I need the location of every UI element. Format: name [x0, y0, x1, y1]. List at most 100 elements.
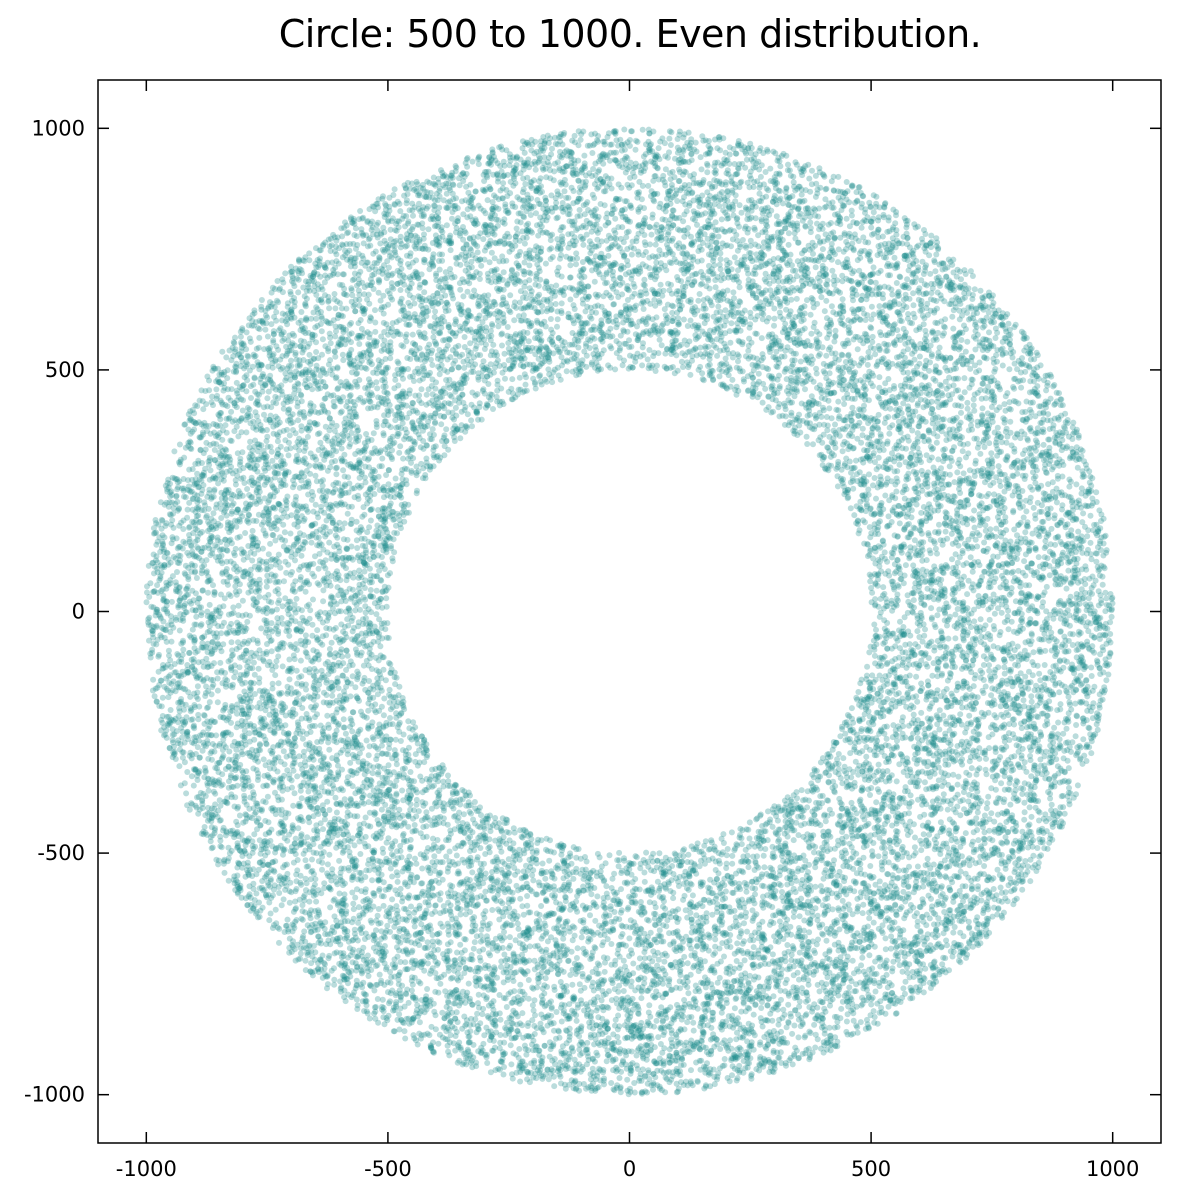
scatter-point — [339, 646, 345, 652]
scatter-point — [684, 984, 690, 990]
scatter-point — [1088, 750, 1094, 756]
scatter-point — [457, 435, 463, 441]
scatter-point — [282, 270, 288, 276]
scatter-point — [881, 355, 887, 361]
scatter-point — [469, 402, 475, 408]
scatter-point — [956, 774, 962, 780]
scatter-point — [785, 162, 791, 168]
scatter-point — [380, 430, 386, 436]
scatter-point — [524, 893, 530, 899]
scatter-point — [309, 857, 315, 863]
scatter-point — [992, 611, 998, 617]
scatter-point — [669, 291, 675, 297]
scatter-point — [473, 346, 479, 352]
scatter-point — [409, 872, 415, 878]
scatter-point — [950, 541, 956, 547]
scatter-point — [381, 712, 387, 718]
scatter-point — [316, 447, 322, 453]
scatter-point — [559, 300, 565, 306]
scatter-point — [517, 896, 523, 902]
scatter-point — [928, 444, 934, 450]
scatter-point — [1042, 662, 1048, 668]
scatter-point — [447, 849, 453, 855]
scatter-point — [567, 297, 573, 303]
scatter-points — [144, 127, 1116, 1098]
scatter-point — [859, 225, 865, 231]
scatter-point — [933, 252, 939, 258]
scatter-point — [557, 256, 563, 262]
scatter-point — [832, 422, 838, 428]
scatter-point — [457, 287, 463, 293]
scatter-point — [870, 334, 876, 340]
scatter-point — [862, 823, 868, 829]
scatter-point — [797, 913, 803, 919]
scatter-point — [984, 800, 990, 806]
scatter-point — [543, 261, 549, 267]
scatter-point — [211, 510, 217, 516]
scatter-point — [708, 1025, 714, 1031]
scatter-point — [871, 209, 877, 215]
scatter-point — [230, 604, 236, 610]
scatter-point — [932, 268, 938, 274]
scatter-point — [698, 1058, 704, 1064]
scatter-point — [943, 529, 949, 535]
scatter-point — [287, 432, 293, 438]
scatter-point — [827, 345, 833, 351]
scatter-point — [451, 806, 457, 812]
scatter-point — [877, 518, 883, 524]
scatter-point — [274, 607, 280, 613]
scatter-point — [274, 658, 280, 664]
scatter-point — [956, 426, 962, 432]
scatter-point — [303, 445, 309, 451]
scatter-point — [190, 627, 196, 633]
scatter-point — [204, 557, 210, 563]
scatter-point — [395, 879, 401, 885]
scatter-point — [972, 461, 978, 467]
scatter-point — [717, 1046, 723, 1052]
scatter-point — [802, 386, 808, 392]
scatter-point — [269, 449, 275, 455]
scatter-point — [811, 849, 817, 855]
scatter-point — [936, 522, 942, 528]
scatter-point — [699, 166, 705, 172]
scatter-point — [1102, 608, 1108, 614]
scatter-point — [240, 598, 246, 604]
scatter-point — [575, 345, 581, 351]
scatter-point — [729, 853, 735, 859]
scatter-point — [867, 354, 873, 360]
scatter-point — [211, 789, 217, 795]
scatter-point — [732, 1005, 738, 1011]
scatter-point — [223, 354, 229, 360]
scatter-point — [747, 836, 753, 842]
scatter-point — [844, 179, 850, 185]
scatter-point — [835, 259, 841, 265]
scatter-point — [924, 452, 930, 458]
scatter-point — [1040, 599, 1046, 605]
scatter-point — [392, 186, 398, 192]
scatter-point — [426, 226, 432, 232]
scatter-point — [777, 163, 783, 169]
scatter-point — [1028, 857, 1034, 863]
scatter-point — [883, 946, 889, 952]
scatter-point — [737, 284, 743, 290]
scatter-point — [331, 982, 337, 988]
scatter-point — [996, 463, 1002, 469]
scatter-point — [639, 196, 645, 202]
scatter-point — [616, 850, 622, 856]
scatter-point — [542, 876, 548, 882]
scatter-point — [873, 989, 879, 995]
scatter-point — [320, 483, 326, 489]
scatter-point — [1058, 701, 1064, 707]
scatter-point — [276, 890, 282, 896]
scatter-point — [192, 622, 198, 628]
scatter-point — [659, 342, 665, 348]
scatter-point — [986, 329, 992, 335]
scatter-point — [1074, 713, 1080, 719]
scatter-point — [365, 708, 371, 714]
scatter-point — [971, 618, 977, 624]
scatter-point — [646, 1002, 652, 1008]
scatter-point — [262, 327, 268, 333]
scatter-point — [836, 751, 842, 757]
scatter-point — [176, 763, 182, 769]
scatter-point — [823, 818, 829, 824]
